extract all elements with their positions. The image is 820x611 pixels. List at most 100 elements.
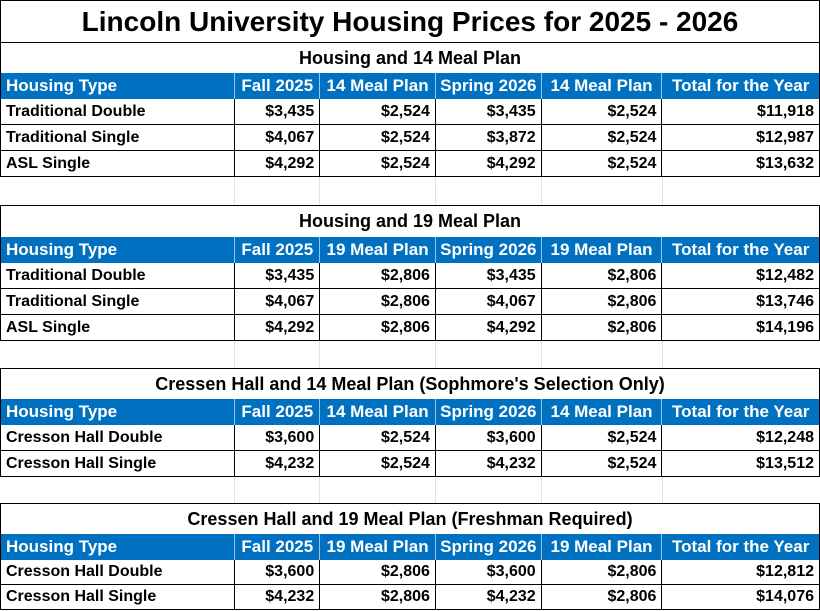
price-cell: $2,524: [320, 99, 436, 124]
price-cell: $2,524: [320, 425, 436, 450]
table-header: Housing Type Fall 2025 19 Meal Plan Spri…: [0, 534, 820, 560]
table-row: ASL Single $4,292 $2,524 $4,292 $2,524 $…: [0, 151, 820, 177]
price-cell: $4,067: [436, 289, 542, 314]
price-cell: $3,435: [235, 263, 321, 288]
total-cell: $12,812: [756, 563, 814, 580]
price-cell: $2,524: [320, 151, 436, 176]
price-cell: $2,806: [542, 315, 663, 340]
price-cell: $2,524: [542, 125, 663, 150]
column-header: Spring 2026: [436, 237, 542, 263]
price-cell: $4,292: [235, 315, 321, 340]
total-cell: $12,248: [756, 428, 814, 446]
table-row: ASL Single $4,292 $2,806 $4,292 $2,806 $…: [0, 315, 820, 341]
column-header: Spring 2026: [436, 73, 542, 99]
price-cell: $3,435: [235, 99, 321, 124]
table-header: Housing Type Fall 2025 14 Meal Plan Spri…: [0, 73, 820, 99]
column-header: Total for the Year: [672, 537, 810, 556]
spacer-row: [0, 477, 820, 503]
price-cell: $2,806: [542, 289, 663, 314]
price-cell: $2,806: [320, 585, 436, 609]
price-cell: $4,292: [436, 315, 542, 340]
price-cell: $4,232: [235, 585, 321, 609]
table-header: Housing Type Fall 2025 14 Meal Plan Spri…: [0, 399, 820, 425]
housing-type-cell: Traditional Double: [1, 99, 236, 124]
column-header: 19 Meal Plan: [320, 237, 436, 263]
table-row: Traditional Single $4,067 $2,524 $3,872 …: [0, 125, 820, 151]
housing-type-cell: ASL Single: [1, 315, 236, 340]
total-cell: $13,632: [756, 154, 814, 172]
column-header: 14 Meal Plan: [542, 73, 663, 99]
price-cell: $2,524: [542, 451, 663, 476]
total-cell: $13,746: [756, 292, 814, 310]
column-header: Spring 2026: [436, 534, 542, 560]
table-row: Cresson Hall Single $4,232 $2,524 $4,232…: [0, 451, 820, 477]
price-cell: $4,292: [436, 151, 542, 176]
price-cell: $2,806: [320, 263, 436, 288]
column-header: Spring 2026: [436, 399, 542, 425]
housing-type-cell: Cresson Hall Single: [1, 451, 236, 476]
total-cell: $14,076: [756, 588, 814, 605]
column-header: 14 Meal Plan: [320, 399, 436, 425]
housing-type-cell: Cresson Hall Single: [1, 585, 236, 609]
price-cell: $2,806: [542, 585, 663, 609]
spacer-row: [0, 341, 820, 368]
section-title: Cressen Hall and 14 Meal Plan (Sophmore'…: [0, 368, 820, 399]
price-cell: $4,067: [235, 125, 321, 150]
price-cell: $4,232: [436, 585, 542, 609]
column-header: Fall 2025: [235, 534, 321, 560]
column-header: Fall 2025: [235, 237, 321, 263]
table-row: Cresson Hall Single $4,232 $2,806 $4,232…: [0, 585, 820, 610]
column-header: Housing Type: [1, 534, 236, 560]
price-cell: $3,600: [235, 560, 321, 584]
column-header: Housing Type: [1, 399, 236, 425]
table-row: Cresson Hall Double $3,600 $2,524 $3,600…: [0, 425, 820, 451]
total-cell: $12,482: [756, 266, 814, 284]
price-cell: $3,435: [436, 263, 542, 288]
price-cell: $3,600: [436, 560, 542, 584]
housing-type-cell: Cresson Hall Double: [1, 560, 236, 584]
column-header: 19 Meal Plan: [542, 237, 663, 263]
sheet-title: Lincoln University Housing Prices for 20…: [0, 0, 820, 42]
spacer-row: [0, 177, 820, 205]
column-header: Housing Type: [1, 237, 236, 263]
column-header: Fall 2025: [235, 399, 321, 425]
table-row: Traditional Double $3,435 $2,524 $3,435 …: [0, 99, 820, 125]
price-cell: $2,806: [320, 560, 436, 584]
section-title: Housing and 19 Meal Plan: [0, 205, 820, 237]
housing-type-cell: Cresson Hall Double: [1, 425, 236, 450]
column-header: Total for the Year: [672, 76, 810, 95]
price-cell: $2,806: [542, 560, 663, 584]
housing-type-cell: Traditional Single: [1, 289, 236, 314]
price-cell: $4,292: [235, 151, 321, 176]
price-cell: $3,600: [436, 425, 542, 450]
price-cell: $2,806: [320, 315, 436, 340]
column-header: 19 Meal Plan: [320, 534, 436, 560]
price-cell: $3,435: [436, 99, 542, 124]
column-header: 14 Meal Plan: [542, 399, 663, 425]
price-cell: $2,524: [542, 151, 663, 176]
price-cell: $2,806: [320, 289, 436, 314]
column-header: Fall 2025: [235, 73, 321, 99]
price-cell: $2,524: [320, 451, 436, 476]
column-header: Total for the Year: [672, 240, 810, 259]
total-cell: $13,512: [756, 454, 814, 472]
column-header: Housing Type: [1, 73, 236, 99]
price-cell: $2,806: [542, 263, 663, 288]
column-header: Total for the Year: [672, 402, 810, 421]
price-cell: $4,067: [235, 289, 321, 314]
housing-type-cell: Traditional Double: [1, 263, 236, 288]
total-cell: $11,918: [757, 102, 814, 120]
housing-type-cell: Traditional Single: [1, 125, 236, 150]
total-cell: $14,196: [756, 318, 814, 336]
table-row: Traditional Double $3,435 $2,806 $3,435 …: [0, 263, 820, 289]
section-title: Cressen Hall and 19 Meal Plan (Freshman …: [0, 503, 820, 534]
price-cell: $2,524: [542, 99, 663, 124]
table-row: Traditional Single $4,067 $2,806 $4,067 …: [0, 289, 820, 315]
column-header: 19 Meal Plan: [542, 534, 663, 560]
housing-type-cell: ASL Single: [1, 151, 236, 176]
price-cell: $3,872: [436, 125, 542, 150]
price-cell: $2,524: [320, 125, 436, 150]
price-cell: $2,524: [542, 425, 663, 450]
price-cell: $4,232: [235, 451, 321, 476]
